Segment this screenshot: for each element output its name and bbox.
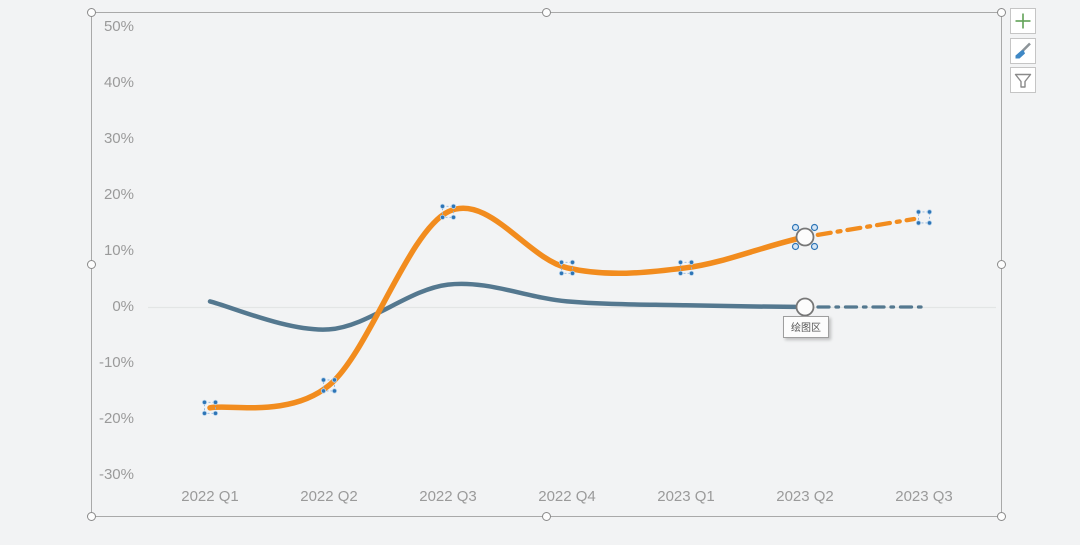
funnel-icon bbox=[1011, 68, 1035, 92]
brush-icon bbox=[1011, 39, 1035, 63]
orange-series-open-circle-marker[interactable] bbox=[795, 227, 815, 247]
plot-area-tooltip: 绘图区 bbox=[783, 316, 829, 338]
x-axis-category-label: 2022 Q3 bbox=[419, 488, 477, 505]
data-point-selection-marker[interactable] bbox=[320, 377, 338, 394]
resize-handle-bottom-right[interactable] bbox=[997, 512, 1006, 521]
resize-handle-middle-right[interactable] bbox=[997, 259, 1006, 269]
data-point-selection-marker[interactable] bbox=[558, 259, 576, 276]
data-point-selection-marker[interactable] bbox=[201, 399, 219, 416]
y-axis-tick-label: 50% bbox=[103, 18, 134, 35]
chart-styles-button[interactable] bbox=[1010, 38, 1036, 64]
orange-series-forecast-line[interactable] bbox=[815, 216, 917, 238]
data-point-selection-marker[interactable] bbox=[439, 203, 457, 220]
marker-selection-handle[interactable] bbox=[791, 242, 800, 251]
y-axis-tick-label: -20% bbox=[98, 410, 134, 427]
chart-elements-button[interactable] bbox=[1010, 8, 1036, 34]
y-axis-tick-label: -30% bbox=[98, 466, 134, 483]
marker-selection-handle[interactable] bbox=[791, 223, 800, 232]
resize-handle-bottom-middle[interactable] bbox=[541, 512, 551, 521]
plus-icon bbox=[1011, 9, 1035, 33]
x-axis-category-label: 2023 Q2 bbox=[776, 488, 834, 505]
resize-handle-top-left[interactable] bbox=[87, 8, 96, 17]
x-axis-category-label: 2023 Q1 bbox=[657, 488, 715, 505]
x-axis-category-label: 2022 Q2 bbox=[300, 488, 358, 505]
resize-handle-top-right[interactable] bbox=[997, 8, 1006, 17]
orange-series-line[interactable] bbox=[207, 205, 808, 411]
chart-filters-button[interactable] bbox=[1010, 67, 1036, 93]
x-axis-category-label: 2022 Q1 bbox=[181, 488, 239, 505]
marker-selection-handle[interactable] bbox=[810, 223, 819, 232]
x-axis-category-label: 2023 Q3 bbox=[895, 488, 953, 505]
y-axis-tick-label: 40% bbox=[103, 74, 134, 91]
chart-selection-frame[interactable] bbox=[87, 8, 1006, 521]
marker-selection-handle[interactable] bbox=[810, 242, 819, 251]
y-axis-tick-label: 0% bbox=[112, 298, 134, 315]
y-axis-tick-label: 20% bbox=[103, 186, 134, 203]
resize-handle-bottom-left[interactable] bbox=[87, 512, 96, 521]
x-axis: 2022 Q1 2022 Q2 2022 Q3 2022 Q4 2023 Q1 2023 … bbox=[0, 488, 1080, 508]
x-axis-category-label: 2022 Q4 bbox=[538, 488, 596, 505]
resize-handle-top-middle[interactable] bbox=[541, 8, 551, 17]
data-point-selection-marker[interactable] bbox=[915, 209, 933, 226]
data-point-selection-marker[interactable] bbox=[677, 259, 695, 276]
resize-handle-middle-left[interactable] bbox=[87, 259, 96, 269]
blue-series-line[interactable] bbox=[207, 281, 808, 332]
y-axis-tick-label: 30% bbox=[103, 130, 134, 147]
blue-series-open-circle-marker[interactable] bbox=[795, 297, 815, 317]
y-axis: 50% 40% 30% 20% 10% 0% -10% -20% -30% bbox=[60, 0, 134, 545]
y-axis-tick-label: 10% bbox=[103, 242, 134, 259]
y-axis-tick-label: -10% bbox=[98, 354, 134, 371]
